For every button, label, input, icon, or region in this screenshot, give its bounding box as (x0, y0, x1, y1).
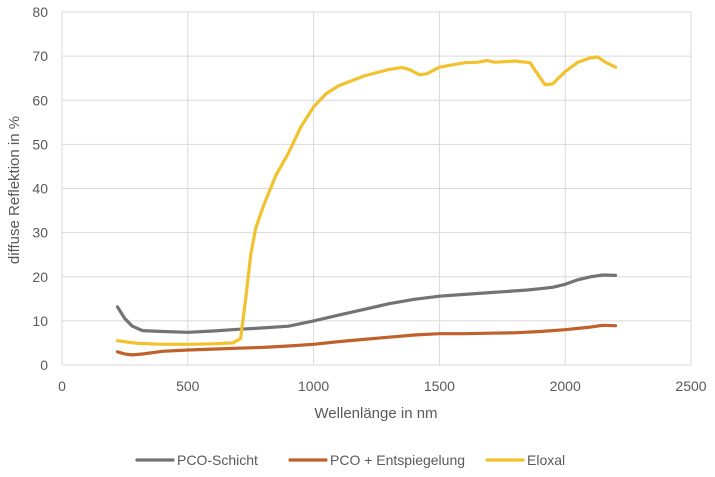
legend-label: PCO + Entspiegelung (330, 452, 465, 468)
y-axis-ticks: 0 10 20 30 40 50 60 70 80 (32, 4, 48, 373)
x-tick-label: 0 (58, 378, 66, 394)
legend-label: PCO-Schicht (177, 452, 258, 468)
x-tick-label: 2500 (675, 378, 706, 394)
y-tick-label: 0 (40, 357, 48, 373)
gridlines (61, 11, 692, 366)
x-axis-ticks: 0 500 1000 1500 2000 2500 (58, 378, 707, 394)
x-axis-title: Wellenlänge in nm (314, 405, 437, 422)
y-tick-label: 10 (32, 313, 48, 329)
y-tick-label: 60 (32, 92, 48, 108)
y-tick-label: 70 (32, 48, 48, 64)
legend-label: Eloxal (527, 452, 565, 468)
x-tick-label: 2000 (550, 378, 581, 394)
x-tick-label: 1500 (424, 378, 455, 394)
series-line-eloxal (115, 55, 618, 346)
x-tick-label: 1000 (298, 378, 329, 394)
y-tick-label: 30 (32, 225, 48, 241)
legend-item: PCO + Entspiegelung (288, 452, 465, 468)
legend: PCO-Schicht PCO + Entspiegelung Eloxal (135, 452, 565, 468)
series-layer (115, 55, 618, 357)
legend-item: PCO-Schicht (135, 452, 258, 468)
series-line-pco-schicht (115, 273, 618, 334)
x-tick-label: 500 (176, 378, 200, 394)
y-axis-title: diffuse Reflektion in % (6, 116, 23, 264)
y-tick-label: 20 (32, 269, 48, 285)
legend-item: Eloxal (485, 452, 565, 468)
series-line-pco-entspiegelung (115, 323, 618, 357)
y-tick-label: 80 (32, 4, 48, 20)
y-tick-label: 50 (32, 136, 48, 152)
y-tick-label: 40 (32, 181, 48, 197)
